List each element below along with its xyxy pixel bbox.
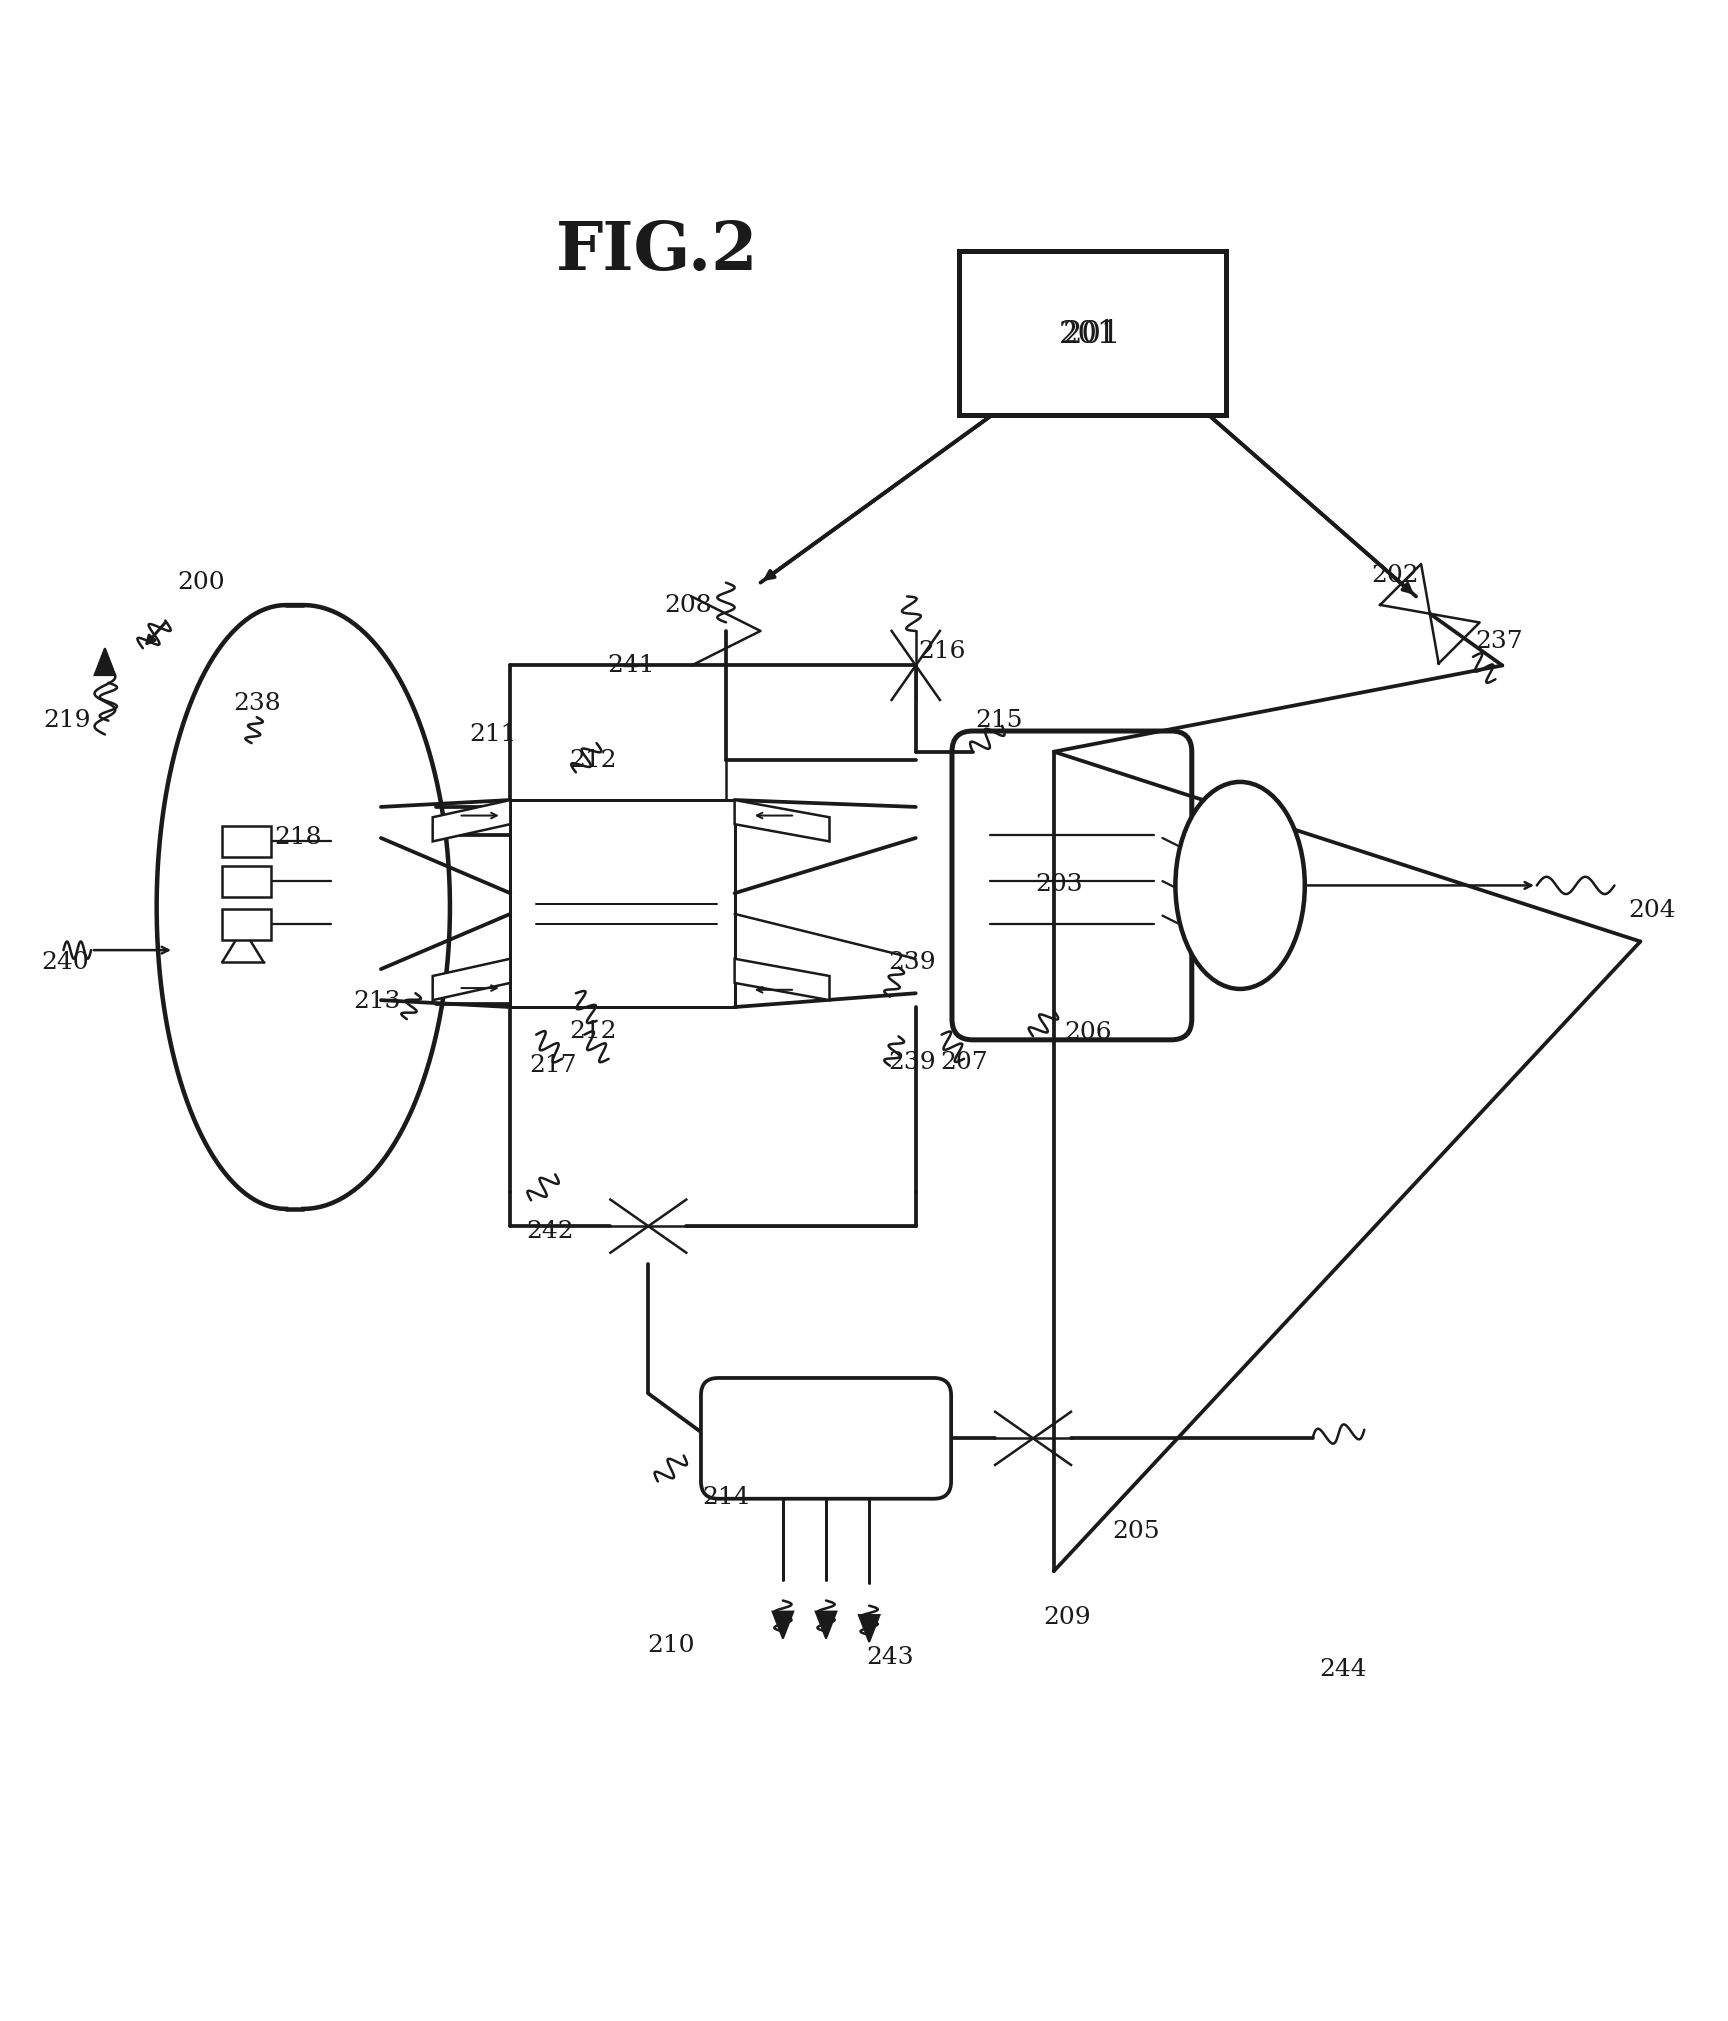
Text: 201: 201 — [1059, 319, 1118, 350]
FancyBboxPatch shape — [702, 1378, 950, 1500]
FancyBboxPatch shape — [223, 865, 271, 897]
Text: 242: 242 — [527, 1221, 574, 1243]
Polygon shape — [816, 1611, 836, 1639]
Text: 244: 244 — [1320, 1657, 1367, 1681]
FancyBboxPatch shape — [952, 732, 1192, 1041]
Text: 238: 238 — [233, 691, 280, 715]
Polygon shape — [432, 800, 510, 841]
Polygon shape — [95, 649, 116, 675]
Text: 204: 204 — [1628, 899, 1676, 922]
Polygon shape — [734, 800, 829, 841]
Ellipse shape — [1175, 782, 1305, 988]
FancyBboxPatch shape — [959, 251, 1227, 414]
Text: 208: 208 — [664, 594, 712, 616]
Text: 243: 243 — [866, 1645, 914, 1669]
Text: 241: 241 — [607, 655, 655, 677]
Text: 200: 200 — [178, 572, 225, 594]
Text: 239: 239 — [888, 1051, 937, 1073]
Text: 212: 212 — [570, 1021, 617, 1043]
Text: 240: 240 — [41, 950, 90, 974]
Text: 209: 209 — [1044, 1607, 1092, 1629]
Text: 217: 217 — [530, 1055, 577, 1077]
Text: 203: 203 — [1035, 873, 1083, 895]
FancyBboxPatch shape — [223, 909, 271, 940]
Text: 213: 213 — [354, 990, 401, 1013]
Text: 205: 205 — [1113, 1520, 1161, 1542]
Text: FIG.2: FIG.2 — [556, 218, 759, 283]
Text: 206: 206 — [1064, 1021, 1113, 1045]
Text: 218: 218 — [275, 827, 321, 849]
Text: 207: 207 — [940, 1051, 988, 1073]
Polygon shape — [432, 958, 510, 1000]
Text: 202: 202 — [1372, 564, 1419, 588]
Text: 201: 201 — [1063, 319, 1121, 350]
Text: 211: 211 — [470, 724, 517, 746]
Polygon shape — [734, 958, 829, 1000]
Polygon shape — [859, 1615, 880, 1641]
FancyBboxPatch shape — [510, 800, 734, 1006]
Text: 239: 239 — [888, 950, 937, 974]
Text: 215: 215 — [975, 709, 1023, 732]
Text: 212: 212 — [570, 750, 617, 772]
Text: 216: 216 — [918, 641, 966, 663]
Text: 237: 237 — [1476, 631, 1522, 653]
Text: 219: 219 — [43, 709, 90, 732]
FancyBboxPatch shape — [223, 827, 271, 857]
Text: 210: 210 — [646, 1633, 695, 1657]
Text: 214: 214 — [702, 1485, 750, 1508]
Polygon shape — [772, 1611, 793, 1639]
